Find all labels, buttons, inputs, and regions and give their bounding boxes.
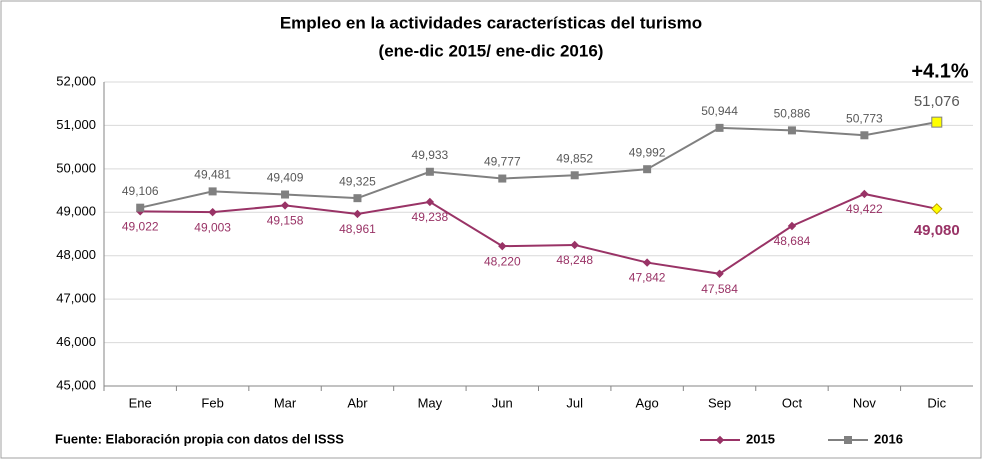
data-label: 51,076 bbox=[914, 93, 960, 110]
data-label: 50,886 bbox=[774, 107, 811, 121]
data-point bbox=[353, 209, 362, 219]
series-line bbox=[139, 121, 937, 209]
data-point bbox=[715, 269, 724, 278]
data-point bbox=[715, 123, 724, 132]
data-point bbox=[425, 167, 434, 176]
x-tick-label: Jun bbox=[492, 395, 513, 410]
data-label: 48,961 bbox=[339, 222, 376, 236]
data-label: 49,481 bbox=[194, 168, 231, 182]
y-tick-label: 50,000 bbox=[56, 160, 96, 175]
data-point bbox=[787, 126, 796, 135]
data-label: 50,773 bbox=[846, 111, 883, 125]
data-point bbox=[931, 116, 943, 128]
x-tick-label: Ene bbox=[129, 395, 152, 410]
y-tick-label: 52,000 bbox=[56, 73, 96, 88]
data-label: 49,852 bbox=[556, 151, 593, 165]
data-label: 50,944 bbox=[701, 104, 738, 118]
series-line bbox=[140, 192, 937, 275]
data-label: 48,248 bbox=[556, 253, 593, 267]
y-tick-label: 49,000 bbox=[56, 204, 96, 219]
data-point bbox=[570, 171, 579, 180]
data-point bbox=[642, 258, 652, 267]
data-label: 49,325 bbox=[339, 174, 376, 188]
data-label: 49,777 bbox=[484, 155, 521, 169]
legend-label: 2016 bbox=[874, 431, 903, 446]
legend-label: 2015 bbox=[746, 431, 775, 446]
y-tick-label: 47,000 bbox=[56, 291, 96, 306]
x-tick-label: Abr bbox=[347, 395, 368, 410]
data-point bbox=[860, 189, 869, 199]
data-label: 49,238 bbox=[412, 210, 449, 224]
legend-marker bbox=[715, 435, 725, 445]
data-point bbox=[570, 240, 579, 250]
x-tick-label: Feb bbox=[201, 395, 223, 410]
data-point bbox=[136, 203, 145, 212]
data-label: 47,842 bbox=[629, 271, 666, 285]
x-tick-label: May bbox=[418, 395, 443, 410]
x-tick-label: Dic bbox=[927, 395, 946, 410]
data-point bbox=[498, 174, 507, 183]
x-tick-label: Sep bbox=[708, 395, 731, 410]
x-tick-label: Mar bbox=[274, 395, 297, 410]
data-point bbox=[208, 187, 217, 196]
data-point bbox=[787, 221, 797, 231]
data-label: 49,422 bbox=[846, 202, 883, 216]
x-tick-label: Oct bbox=[782, 395, 803, 410]
x-tick-label: Jul bbox=[566, 395, 583, 410]
data-point bbox=[353, 194, 362, 203]
data-label: 49,003 bbox=[194, 220, 231, 234]
data-label: 49,106 bbox=[122, 184, 159, 198]
y-tick-label: 51,000 bbox=[56, 117, 96, 132]
data-point bbox=[281, 190, 290, 199]
y-tick-label: 48,000 bbox=[56, 247, 96, 262]
data-point bbox=[208, 207, 217, 217]
data-label: 49,409 bbox=[267, 171, 304, 185]
data-label: 49,933 bbox=[412, 148, 449, 162]
data-label: 49,022 bbox=[122, 220, 159, 234]
data-label: 48,684 bbox=[774, 234, 811, 248]
data-point bbox=[931, 203, 943, 215]
y-tick-label: 46,000 bbox=[56, 334, 96, 349]
chart-subtitle: (ene-dic 2015/ ene-dic 2016) bbox=[379, 41, 604, 60]
data-label: 47,584 bbox=[701, 282, 738, 296]
data-label: 48,220 bbox=[484, 254, 521, 268]
legend-marker bbox=[844, 436, 852, 444]
data-label: 49,158 bbox=[267, 214, 304, 228]
source-note: Fuente: Elaboración propia con datos del… bbox=[55, 431, 344, 446]
data-point bbox=[280, 201, 290, 210]
x-tick-label: Nov bbox=[853, 395, 877, 410]
data-label: 49,992 bbox=[629, 145, 666, 159]
data-point bbox=[860, 131, 869, 140]
annotation: +4.1% bbox=[911, 60, 968, 82]
y-tick-label: 45,000 bbox=[56, 377, 96, 392]
data-point bbox=[425, 197, 435, 207]
chart-title: Empleo en la actividades características… bbox=[280, 13, 702, 32]
data-point bbox=[498, 241, 507, 251]
data-point bbox=[643, 165, 652, 174]
data-label: 49,080 bbox=[914, 222, 960, 239]
x-tick-label: Ago bbox=[636, 395, 659, 410]
